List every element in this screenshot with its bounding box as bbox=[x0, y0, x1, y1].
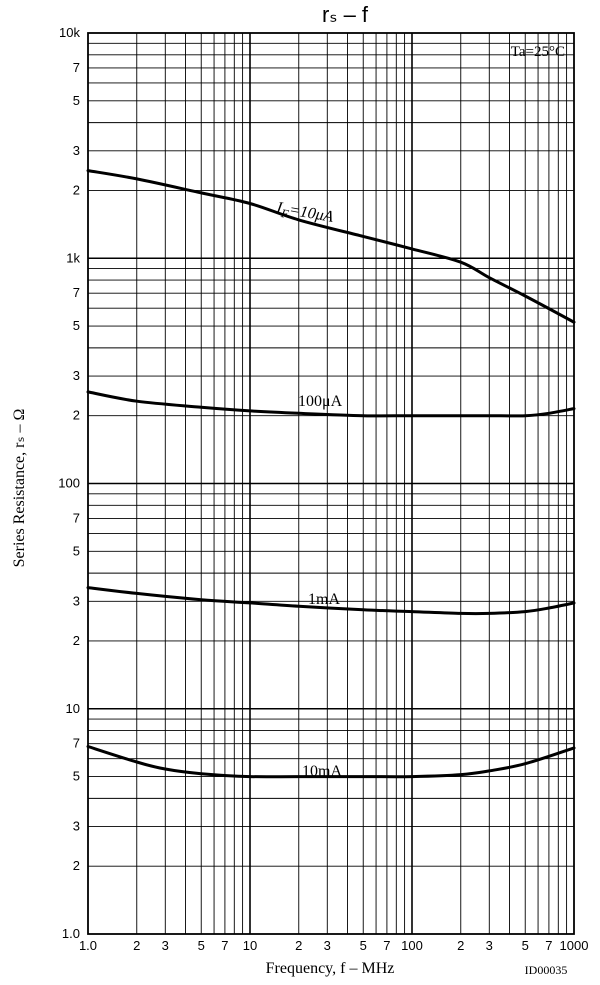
y-tick-label: 5 bbox=[73, 318, 80, 333]
x-tick-label: 3 bbox=[486, 938, 493, 953]
series-curve-10ma bbox=[86, 745, 576, 779]
y-tick-labels: 1.0 2 3 5 7 10 2 3 5 7 100 2 3 5 7 1k 2 3 5 7 10k bbox=[58, 25, 80, 941]
y-tick-label: 10 bbox=[66, 701, 80, 716]
y-tick-label: 2 bbox=[73, 633, 80, 648]
series-label-10ua: IF=10μA bbox=[274, 199, 335, 229]
x-axis-label: Frequency, f – MHz bbox=[266, 960, 395, 977]
y-tick-label: 5 bbox=[73, 769, 80, 784]
series-label-10ua-prefix: I bbox=[274, 199, 284, 217]
series-curve-100ua bbox=[86, 390, 576, 418]
y-tick-label: 3 bbox=[73, 593, 80, 608]
x-tick-label: 1.0 bbox=[79, 938, 97, 953]
y-tick-label: 3 bbox=[73, 368, 80, 383]
grid bbox=[88, 33, 574, 934]
y-tick-label: 7 bbox=[73, 285, 80, 300]
y-tick-label: 100 bbox=[58, 476, 80, 491]
x-tick-label: 5 bbox=[360, 938, 367, 953]
y-tick-label: 5 bbox=[73, 93, 80, 108]
x-tick-label: 5 bbox=[522, 938, 529, 953]
x-tick-label: 1000 bbox=[560, 938, 589, 953]
y-tick-label: 3 bbox=[73, 819, 80, 834]
document-id: ID00035 bbox=[525, 963, 568, 977]
x-tick-label: 2 bbox=[133, 938, 140, 953]
y-tick-label: 3 bbox=[73, 143, 80, 158]
x-tick-label: 7 bbox=[221, 938, 228, 953]
series-label-100ua: 100μA bbox=[298, 393, 343, 410]
x-tick-label: 5 bbox=[198, 938, 205, 953]
y-tick-label: 1.0 bbox=[62, 926, 80, 941]
y-axis-label: Series Resistance, rₛ – Ω bbox=[11, 409, 28, 568]
y-tick-label: 7 bbox=[73, 736, 80, 751]
x-tick-label: 3 bbox=[162, 938, 169, 953]
y-tick-label: 2 bbox=[73, 858, 80, 873]
x-tick-label: 100 bbox=[401, 938, 423, 953]
curves bbox=[86, 169, 576, 779]
x-tick-label: 3 bbox=[324, 938, 331, 953]
x-tick-label: 7 bbox=[383, 938, 390, 953]
y-tick-label: 7 bbox=[73, 60, 80, 75]
x-tick-label: 10 bbox=[243, 938, 257, 953]
y-tick-label: 1k bbox=[66, 250, 80, 265]
x-tick-label: 2 bbox=[457, 938, 464, 953]
series-label-10ua-rest: =10μA bbox=[288, 201, 335, 226]
series-label-1ma: 1mA bbox=[308, 591, 340, 608]
plot-frame bbox=[87, 32, 575, 935]
series-curve-10ua bbox=[86, 169, 576, 324]
y-tick-label: 5 bbox=[73, 543, 80, 558]
x-tick-label: 7 bbox=[545, 938, 552, 953]
series-curve-1ma bbox=[86, 586, 576, 616]
x-tick-labels: 1.0 2 3 5 7 10 2 3 5 7 100 2 3 5 7 1000 bbox=[79, 938, 589, 953]
y-tick-label: 2 bbox=[73, 408, 80, 423]
series-label-10ma: 10mA bbox=[302, 763, 342, 780]
y-tick-label: 7 bbox=[73, 510, 80, 525]
temperature-annotation: Ta=25°C bbox=[511, 44, 565, 60]
y-tick-label: 2 bbox=[73, 182, 80, 197]
chart-title: rₛ – f bbox=[322, 2, 369, 27]
x-tick-label: 2 bbox=[295, 938, 302, 953]
y-tick-label: 10k bbox=[59, 25, 80, 40]
series-label-10ua-sub: F bbox=[279, 206, 290, 221]
